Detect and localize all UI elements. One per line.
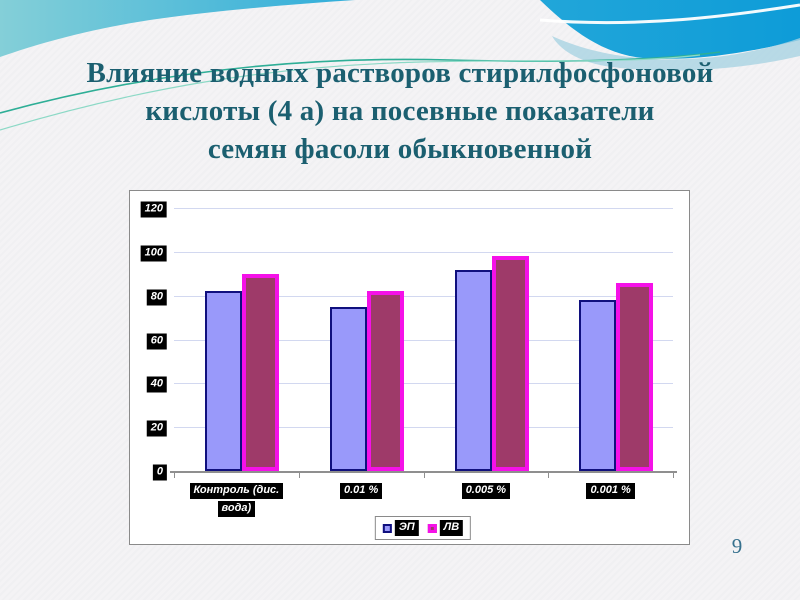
y-tick-chip: 80	[146, 289, 167, 306]
y-tick-label: 20	[146, 418, 167, 437]
page-number: 9	[731, 534, 743, 558]
category-label-line: 0.01 %	[299, 481, 424, 499]
category-label: 0.01 %	[299, 481, 424, 499]
x-axis-tick	[174, 473, 175, 478]
x-axis-tick	[673, 473, 674, 478]
header-wave-decoration	[0, 0, 800, 131]
y-tick-label: 60	[146, 330, 167, 350]
x-axis-tick	[298, 473, 300, 478]
y-tick-chip: 0	[152, 464, 167, 481]
bar-series1-cat2	[329, 306, 367, 471]
y-tick-label: 0	[152, 462, 167, 481]
title-line: семян фасоли обыкновенной	[207, 133, 593, 165]
category-label-chip: 0.01 %	[340, 483, 383, 499]
y-tick-label: 80	[146, 286, 167, 306]
y-tick-chip: 100	[140, 245, 167, 262]
wave-left-shape	[0, 0, 355, 57]
y-tick-label: 40	[146, 374, 167, 393]
legend-label: ЛВ	[439, 520, 464, 536]
wave-white-line	[539, 3, 800, 25]
bar-series2-cat2	[366, 291, 404, 471]
bar-series2-cat4	[616, 282, 654, 471]
category-label-chip: вода)	[217, 501, 256, 517]
chart-frame: 0 20 40 60 80 100 120 Контроль (дис. вода) 0.01 %…	[129, 190, 690, 545]
x-axis-line	[170, 471, 677, 473]
x-axis-tick	[423, 473, 425, 478]
y-tick-chip: 60	[146, 333, 167, 350]
accent-line-dark-green	[0, 51, 721, 114]
gridline	[174, 252, 673, 253]
title-line: Влияние водных растворов стирилфосфоново…	[86, 57, 714, 89]
y-tick-chip: 120	[140, 201, 167, 218]
accent-line-light-green	[0, 54, 701, 131]
category-label-line: Контроль (дис.	[174, 481, 299, 499]
legend-marker-icon	[427, 523, 437, 533]
x-axis-tick	[548, 473, 550, 478]
category-label-line: 0.005 %	[424, 481, 549, 499]
category-label: Контроль (дис. вода)	[174, 481, 299, 517]
category-label-chip: Контроль (дис.	[189, 483, 284, 499]
category-label-chip: 0.005 %	[461, 483, 511, 499]
category-label-line: вода)	[174, 499, 299, 517]
legend-item: ЛВ	[427, 520, 464, 536]
bar-series2-cat1	[242, 273, 279, 471]
gridline	[174, 208, 673, 210]
gridline	[174, 383, 673, 385]
legend-item: ЭП	[382, 520, 419, 536]
bar-series1-cat4	[579, 300, 617, 471]
gridline	[174, 295, 673, 297]
category-label: 0.005 %	[424, 481, 549, 499]
category-label-line: 0.001 %	[548, 481, 673, 499]
title-line: кислоты (4 а) на посевные показатели	[145, 95, 655, 127]
legend-label: ЭП	[394, 520, 419, 536]
plot-area: 0 20 40 60 80 100 120 Контроль (дис. вода) 0.01 %…	[130, 191, 689, 544]
bar-series2-cat3	[491, 256, 529, 471]
gridline	[174, 427, 673, 429]
chart-legend: ЭП ЛВ	[374, 516, 472, 540]
slide-title: Влияние водных растворов стирилфосфоново…	[0, 54, 800, 168]
y-tick-label: 120	[140, 199, 167, 218]
y-tick-chip: 20	[146, 420, 167, 437]
wave-underlay-shape	[552, 36, 800, 71]
category-label: 0.001 %	[548, 481, 673, 499]
y-tick-chip: 40	[146, 376, 167, 393]
gridline	[174, 339, 673, 341]
legend-marker-icon	[382, 523, 392, 533]
bar-series1-cat1	[205, 291, 242, 471]
y-tick-label: 100	[140, 243, 167, 262]
category-label-chip: 0.001 %	[586, 483, 635, 499]
bar-series1-cat3	[454, 269, 492, 471]
